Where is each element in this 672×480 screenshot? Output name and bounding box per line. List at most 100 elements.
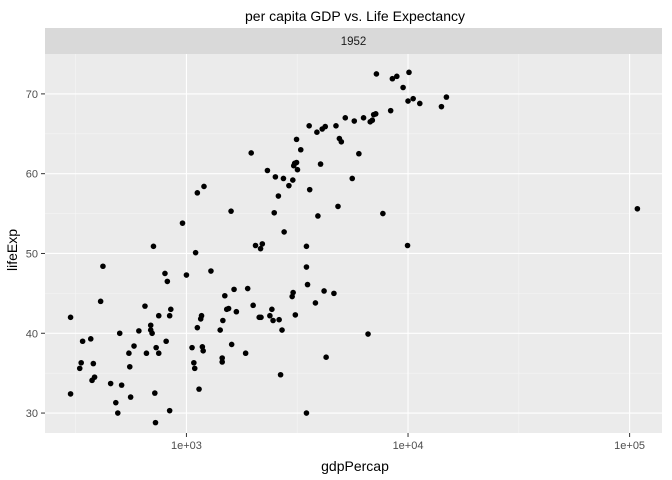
data-point (208, 268, 214, 274)
data-point (342, 115, 349, 121)
plot-panel (45, 54, 662, 433)
data-point (322, 123, 329, 130)
data-point (304, 281, 311, 288)
data-point (335, 203, 341, 210)
data-point (271, 209, 278, 216)
data-point (127, 394, 134, 400)
facet-strip-label: 1952 (341, 36, 367, 48)
y-tick-label: 70 (26, 89, 38, 101)
data-point (279, 327, 285, 333)
data-point (387, 107, 394, 114)
data-point (166, 407, 173, 414)
data-point (372, 111, 379, 117)
data-point (191, 365, 198, 372)
data-point (293, 159, 300, 166)
data-point (131, 343, 137, 349)
data-point (149, 330, 155, 337)
data-point (410, 95, 416, 102)
data-point (152, 390, 158, 396)
data-point (406, 69, 412, 76)
x-axis-title: gdpPercap (321, 458, 389, 474)
facet-strip (45, 28, 662, 54)
data-point (294, 166, 301, 173)
major-gridlines (45, 54, 662, 433)
data-point (315, 213, 321, 219)
data-point (136, 328, 142, 334)
data-point (373, 71, 380, 77)
data-point (233, 308, 240, 315)
y-tick-label: 50 (26, 248, 38, 260)
y-axis-ticks: 30 40 50 60 70 (26, 89, 45, 420)
data-point (90, 360, 97, 367)
data-point (244, 285, 251, 292)
data-point (369, 117, 376, 124)
data-point (147, 322, 154, 329)
data-point (443, 94, 450, 100)
data-point (201, 183, 207, 190)
data-point (360, 115, 367, 121)
data-point (257, 245, 264, 252)
data-point (200, 348, 206, 354)
data-point (290, 177, 296, 183)
data-point (97, 298, 104, 305)
data-point (143, 350, 150, 357)
data-point (228, 341, 235, 348)
data-point (349, 175, 356, 182)
data-point (79, 338, 86, 345)
data-point (389, 75, 396, 82)
data-point (258, 314, 264, 321)
data-point (196, 386, 202, 392)
data-point (67, 391, 74, 397)
data-point (380, 210, 386, 217)
data-point (321, 288, 327, 294)
data-point (333, 123, 339, 129)
data-point (405, 98, 411, 104)
data-point (264, 167, 271, 174)
y-tick-label: 60 (26, 169, 38, 181)
data-point (259, 241, 266, 247)
data-point (67, 314, 74, 321)
data-point (365, 331, 371, 337)
data-point (91, 374, 98, 380)
data-point (219, 355, 225, 361)
data-point (194, 190, 201, 196)
data-point (126, 363, 133, 370)
data-point (351, 118, 358, 124)
data-point (126, 350, 132, 357)
data-point (276, 316, 282, 323)
data-point (400, 84, 406, 91)
data-point (438, 103, 445, 110)
data-point (191, 359, 197, 366)
data-point (269, 306, 275, 313)
data-point (113, 399, 119, 406)
data-point (231, 286, 237, 293)
data-point (217, 327, 223, 333)
data-point (192, 249, 199, 256)
data-point (281, 229, 287, 235)
data-point (280, 175, 287, 182)
data-point (183, 272, 190, 278)
data-point (297, 146, 304, 153)
y-tick-label: 30 (26, 408, 38, 420)
data-point (303, 243, 310, 250)
data-point (116, 330, 123, 337)
data-point (272, 174, 279, 180)
data-point (118, 382, 125, 388)
data-point (323, 354, 329, 361)
minor-gridlines (45, 54, 662, 433)
data-point (404, 242, 411, 249)
data-point (150, 243, 157, 250)
data-point (303, 264, 310, 270)
data-point (100, 263, 106, 270)
data-point (179, 220, 186, 226)
data-point (198, 312, 205, 319)
y-axis-title: lifeExp (4, 229, 20, 271)
data-point (338, 138, 345, 145)
data-point (317, 161, 324, 167)
data-point (107, 380, 114, 387)
data-point (292, 312, 299, 318)
data-point (228, 208, 234, 214)
data-point (306, 186, 313, 193)
data-point (222, 292, 228, 299)
data-point (155, 350, 162, 357)
